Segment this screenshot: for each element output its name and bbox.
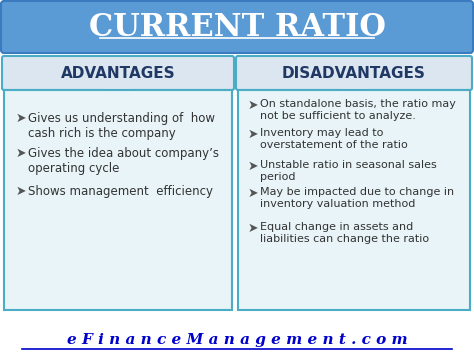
Text: Equal change in assets and
liabilities can change the ratio: Equal change in assets and liabilities c… xyxy=(260,222,429,244)
Text: ADVANTAGES: ADVANTAGES xyxy=(61,66,175,81)
Text: Shows management  efficiency: Shows management efficiency xyxy=(28,185,213,198)
Text: ➤: ➤ xyxy=(16,147,27,160)
Text: DISADVANTAGES: DISADVANTAGES xyxy=(282,66,426,81)
Polygon shape xyxy=(341,88,367,98)
FancyBboxPatch shape xyxy=(236,56,472,90)
Text: ➤: ➤ xyxy=(16,112,27,125)
Text: Inventory may lead to
overstatement of the ratio: Inventory may lead to overstatement of t… xyxy=(260,128,408,150)
Text: ➤: ➤ xyxy=(248,222,258,235)
Text: Unstable ratio in seasonal sales
period: Unstable ratio in seasonal sales period xyxy=(260,160,437,181)
Text: On standalone basis, the ratio may
not be sufficient to analyze.: On standalone basis, the ratio may not b… xyxy=(260,99,456,121)
FancyBboxPatch shape xyxy=(2,56,234,90)
Text: ➤: ➤ xyxy=(248,128,258,141)
Text: ➤: ➤ xyxy=(248,99,258,112)
FancyBboxPatch shape xyxy=(238,90,470,310)
Text: ➤: ➤ xyxy=(248,160,258,173)
Text: CURRENT RATIO: CURRENT RATIO xyxy=(89,12,385,42)
Polygon shape xyxy=(105,88,131,98)
Text: ➤: ➤ xyxy=(16,185,27,198)
Text: e F i n a n c e M a n a g e m e n t . c o m: e F i n a n c e M a n a g e m e n t . c … xyxy=(67,333,407,347)
Text: Gives the idea about company’s
operating cycle: Gives the idea about company’s operating… xyxy=(28,147,219,175)
FancyBboxPatch shape xyxy=(4,90,232,310)
Text: Gives us understanding of  how
cash rich is the company: Gives us understanding of how cash rich … xyxy=(28,112,215,140)
Text: May be impacted due to change in
inventory valuation method: May be impacted due to change in invento… xyxy=(260,187,454,208)
Text: ➤: ➤ xyxy=(248,187,258,200)
FancyBboxPatch shape xyxy=(1,1,473,53)
